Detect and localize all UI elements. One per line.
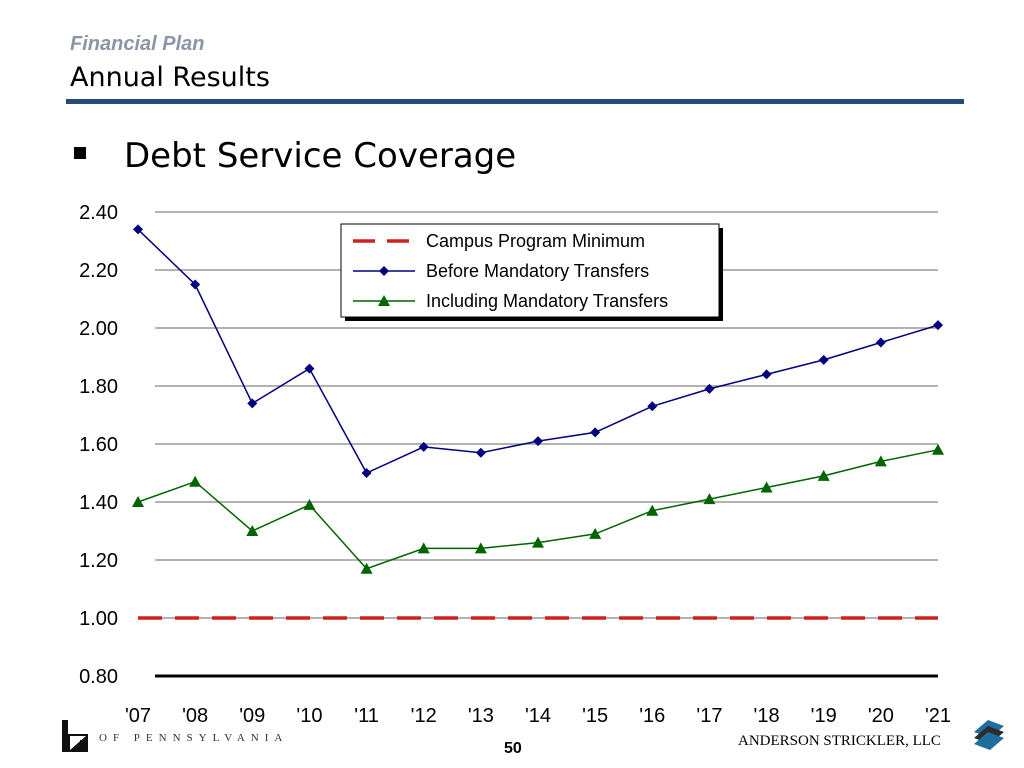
legend-marker (379, 266, 389, 276)
y-tick-label: 2.20 (79, 260, 118, 282)
x-tick-label: '11 (354, 705, 379, 727)
data-point (647, 401, 658, 412)
series-2 (133, 224, 943, 478)
series-lines (132, 224, 944, 620)
y-axis-labels: 2.40 2.20 2.00 1.80 1.60 1.40 1.20 1.00 0.80 (79, 202, 118, 688)
bullet-square-icon (74, 147, 86, 159)
legend-item: Including Mandatory Transfers (353, 291, 668, 311)
data-point (932, 443, 944, 455)
data-point (417, 542, 430, 554)
x-tick-label: '14 (525, 705, 551, 727)
footer-organization: OF PENNSYLVANIA (99, 732, 289, 744)
data-point (874, 455, 887, 467)
page-number: 50 (504, 740, 522, 757)
data-point (533, 436, 543, 447)
data-point (304, 363, 315, 374)
data-point (589, 527, 602, 539)
data-point (246, 525, 259, 536)
legend-item: Campus Program Minimum (353, 231, 645, 251)
x-tick-label: '12 (411, 705, 437, 727)
data-point (760, 481, 773, 493)
legend-label: Before Mandatory Transfers (426, 261, 649, 281)
firm-name: ANDERSON STRICKLER, LLC (738, 733, 941, 749)
x-tick-label: '09 (239, 705, 265, 727)
y-tick-label: 2.00 (79, 318, 118, 340)
firm-logo-icon (974, 720, 1004, 750)
x-tick-label: '07 (125, 705, 151, 727)
data-point (189, 475, 202, 487)
y-tick-label: 0.80 (79, 666, 118, 688)
data-point (303, 498, 316, 510)
y-tick-label: 1.80 (79, 376, 118, 398)
legend-marker (378, 295, 390, 306)
data-point (418, 441, 429, 452)
x-tick-label: '18 (754, 705, 780, 727)
x-tick-label: '20 (868, 705, 894, 727)
data-point (475, 447, 486, 458)
chart-legend: Campus Program Minimum Before Mandatory T… (340, 223, 723, 321)
data-point (646, 504, 659, 516)
x-tick-label: '10 (296, 705, 322, 727)
data-point (532, 536, 544, 548)
data-point (704, 383, 715, 394)
slide-title: Annual Results (70, 62, 270, 93)
x-tick-label: '21 (925, 705, 951, 727)
header-divider (66, 99, 964, 104)
x-tick-label: '08 (182, 705, 208, 727)
university-logo-icon (62, 720, 88, 752)
x-tick-label: '16 (639, 705, 665, 727)
data-point (590, 427, 601, 438)
data-point (133, 224, 143, 235)
data-point (474, 542, 487, 554)
y-tick-label: 1.40 (79, 492, 118, 514)
data-point (247, 398, 258, 409)
data-point (361, 468, 372, 478)
x-tick-label: '17 (696, 705, 722, 727)
data-point (132, 496, 144, 507)
legend-label: Campus Program Minimum (426, 231, 645, 251)
data-point (875, 337, 886, 348)
y-tick-label: 1.60 (79, 434, 118, 456)
y-tick-label: 1.20 (79, 550, 118, 572)
data-point (818, 354, 829, 365)
x-axis-labels: '07 '08 '09 '10 '11 '12 '13 '14 '15 '16 '17 '18 '19 '… (125, 705, 951, 727)
y-tick-label: 2.40 (79, 202, 118, 224)
series-line (137, 449, 939, 570)
y-tick-label: 1.00 (79, 608, 118, 630)
data-point (817, 469, 830, 481)
section-kicker: Financial Plan (70, 33, 205, 55)
bullet-heading: Debt Service Coverage (124, 136, 517, 176)
data-point (703, 493, 716, 505)
x-tick-label: '19 (811, 705, 837, 727)
data-point (190, 279, 201, 290)
series-3 (132, 443, 944, 574)
data-point (360, 562, 373, 574)
legend-label: Including Mandatory Transfers (426, 291, 668, 311)
data-point (933, 320, 943, 331)
legend-item: Before Mandatory Transfers (353, 261, 649, 281)
data-point (761, 369, 772, 380)
x-tick-label: '13 (468, 705, 494, 727)
x-tick-label: '15 (582, 705, 608, 727)
